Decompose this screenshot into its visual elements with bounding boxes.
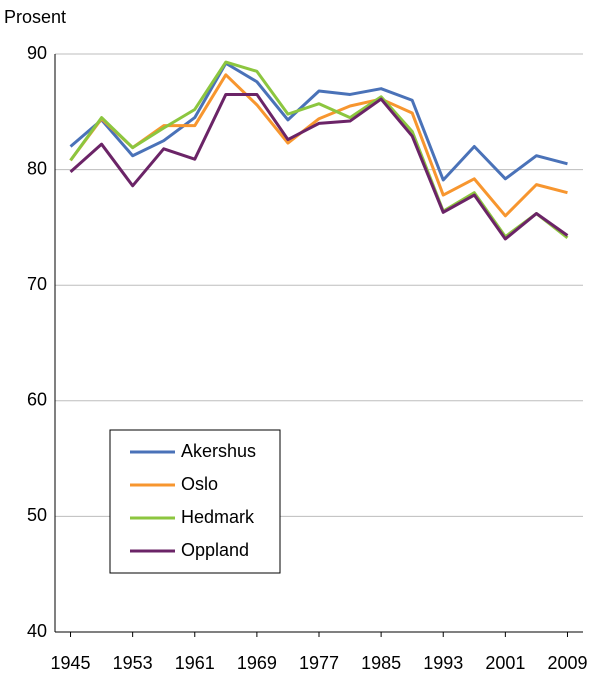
- y-tick-label: 90: [27, 43, 47, 63]
- x-tick-label: 1953: [113, 653, 153, 673]
- legend-label: Oslo: [181, 474, 218, 494]
- y-tick-label: 80: [27, 158, 47, 178]
- x-tick-label: 1961: [175, 653, 215, 673]
- x-tick-label: 1993: [423, 653, 463, 673]
- x-tick-label: 2001: [485, 653, 525, 673]
- series-line: [69, 92, 569, 241]
- x-tick-label: 1977: [299, 653, 339, 673]
- y-tick-label: 60: [27, 390, 47, 410]
- legend-label: Oppland: [181, 540, 249, 560]
- series-line: [69, 73, 568, 218]
- series-line: [69, 61, 568, 182]
- legend-label: Akershus: [181, 441, 256, 461]
- x-tick-label: 1985: [361, 653, 401, 673]
- y-tick-label: 70: [27, 274, 47, 294]
- legend-label: Hedmark: [181, 507, 255, 527]
- y-tick-label: 50: [27, 505, 47, 525]
- legend-box: [109, 429, 281, 574]
- x-tick-label: 1945: [51, 653, 91, 673]
- y-tick-label: 40: [27, 621, 47, 641]
- x-tick-label: 2009: [547, 653, 587, 673]
- x-tick-label: 1969: [237, 653, 277, 673]
- y-axis-label: Prosent: [4, 7, 66, 27]
